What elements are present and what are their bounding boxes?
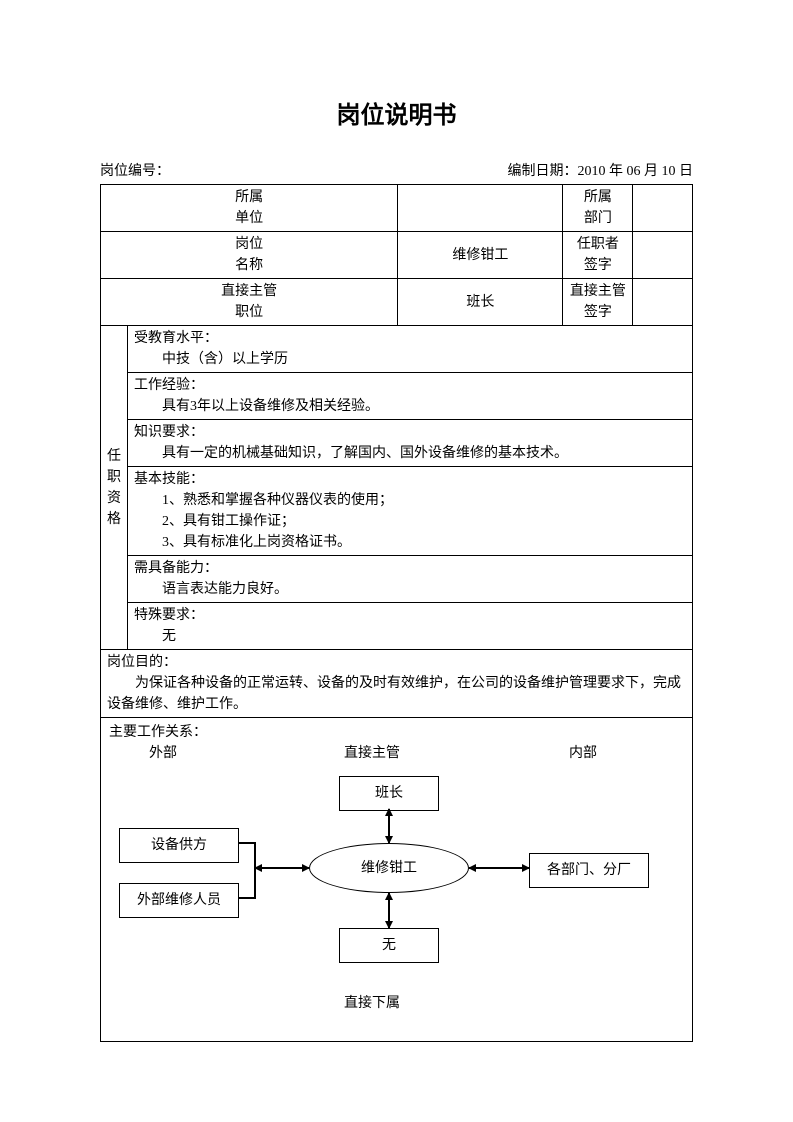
subordinate-label: 直接下属: [344, 993, 400, 1014]
left-node-2: 外部维修人员: [119, 883, 239, 918]
header-row: 岗位编号： 编制日期：2010 年 06 月 10 日: [100, 160, 693, 180]
diagram-title: 主要工作关系：: [109, 722, 684, 743]
incumbent-label: 任职者签字: [563, 232, 633, 279]
date-label: 编制日期：: [508, 164, 578, 179]
purpose-title: 岗位目的：: [107, 652, 686, 673]
table-row: 任 职 资 格 受教育水平： 中技（含）以上学历: [101, 326, 693, 373]
table-row: 需具备能力： 语言表达能力良好。: [101, 556, 693, 603]
table-row: 主要工作关系： 外部 直接主管 内部 班长 设备供方 外部维修人员 维修钳工 各…: [101, 718, 693, 1042]
skills-section: 基本技能： 1、熟悉和掌握各种仪器仪表的使用； 2、具有钳工操作证； 3、具有标…: [128, 467, 693, 556]
ability-section: 需具备能力： 语言表达能力良好。: [128, 556, 693, 603]
incumbent-value: [633, 232, 693, 279]
supervisor-header-label: 直接主管: [344, 743, 400, 764]
arrow-head-icon: [385, 921, 393, 929]
relationship-diagram: 外部 直接主管 内部 班长 设备供方 外部维修人员 维修钳工 各部门、分厂 无 …: [109, 743, 684, 1033]
education-title: 受教育水平：: [134, 328, 686, 349]
date-section: 编制日期：2010 年 06 月 10 日: [508, 160, 694, 180]
arrow-line: [239, 897, 256, 899]
education-section: 受教育水平： 中技（含）以上学历: [128, 326, 693, 373]
arrow-line: [239, 842, 256, 844]
top-node: 班长: [339, 776, 439, 811]
skills-content: 1、熟悉和掌握各种仪器仪表的使用； 2、具有钳工操作证； 3、具有标准化上岗资格…: [134, 490, 686, 553]
table-row: 岗位目的： 为保证各种设备的正常运转、设备的及时有效维护，在公司的设备维护管理要…: [101, 650, 693, 718]
education-content: 中技（含）以上学历: [134, 349, 686, 370]
ability-content: 语言表达能力良好。: [134, 579, 686, 600]
job-number-label: 岗位编号：: [100, 160, 170, 180]
purpose-section: 岗位目的： 为保证各种设备的正常运转、设备的及时有效维护，在公司的设备维护管理要…: [101, 650, 693, 718]
arrow-line: [255, 867, 309, 869]
date-value: 2010 年 06 月 10 日: [578, 164, 694, 179]
arrow-head-icon: [522, 864, 530, 872]
experience-section: 工作经验： 具有3年以上设备维修及相关经验。: [128, 373, 693, 420]
arrow-head-icon: [254, 864, 262, 872]
supervisor-sign-label: 直接主管签字: [563, 279, 633, 326]
position-value: 维修钳工: [398, 232, 563, 279]
knowledge-section: 知识要求： 具有一定的机械基础知识，了解国内、国外设备维修的基本技术。: [128, 420, 693, 467]
unit-label: 所属单位: [101, 185, 398, 232]
arrow-head-icon: [468, 864, 476, 872]
ability-title: 需具备能力：: [134, 558, 686, 579]
table-row: 所属单位 所属部门: [101, 185, 693, 232]
special-title: 特殊要求：: [134, 605, 686, 626]
special-content: 无: [134, 626, 686, 647]
dept-label: 所属部门: [563, 185, 633, 232]
knowledge-content: 具有一定的机械基础知识，了解国内、国外设备维修的基本技术。: [134, 443, 686, 464]
dept-value: [633, 185, 693, 232]
special-section: 特殊要求： 无: [128, 603, 693, 650]
supervisor-value: 班长: [398, 279, 563, 326]
diagram-section: 主要工作关系： 外部 直接主管 内部 班长 设备供方 外部维修人员 维修钳工 各…: [101, 718, 693, 1042]
supervisor-sign-value: [633, 279, 693, 326]
center-node: 维修钳工: [309, 843, 469, 893]
knowledge-title: 知识要求：: [134, 422, 686, 443]
arrow-head-icon: [385, 892, 393, 900]
supervisor-label: 直接主管职位: [101, 279, 398, 326]
position-label: 岗位名称: [101, 232, 398, 279]
page-title: 岗位说明书: [100, 95, 693, 130]
table-row: 岗位名称 维修钳工 任职者签字: [101, 232, 693, 279]
right-node: 各部门、分厂: [529, 853, 649, 888]
external-label: 外部: [149, 743, 177, 764]
table-row: 特殊要求： 无: [101, 603, 693, 650]
arrow-line: [469, 867, 529, 869]
table-row: 直接主管职位 班长 直接主管签字: [101, 279, 693, 326]
table-row: 知识要求： 具有一定的机械基础知识，了解国内、国外设备维修的基本技术。: [101, 420, 693, 467]
arrow-head-icon: [385, 808, 393, 816]
left-node-1: 设备供方: [119, 828, 239, 863]
qualification-side-label: 任 职 资 格: [101, 326, 128, 650]
arrow-head-icon: [302, 864, 310, 872]
table-row: 工作经验： 具有3年以上设备维修及相关经验。: [101, 373, 693, 420]
bottom-node: 无: [339, 928, 439, 963]
table-row: 基本技能： 1、熟悉和掌握各种仪器仪表的使用； 2、具有钳工操作证； 3、具有标…: [101, 467, 693, 556]
experience-content: 具有3年以上设备维修及相关经验。: [134, 396, 686, 417]
experience-title: 工作经验：: [134, 375, 686, 396]
main-table: 所属单位 所属部门 岗位名称 维修钳工 任职者签字 直接主管职位 班长 直接主管…: [100, 184, 693, 1042]
arrow-head-icon: [385, 836, 393, 844]
internal-label: 内部: [569, 743, 597, 764]
purpose-content: 为保证各种设备的正常运转、设备的及时有效维护，在公司的设备维护管理要求下，完成设…: [107, 673, 686, 715]
unit-value: [398, 185, 563, 232]
skills-title: 基本技能：: [134, 469, 686, 490]
